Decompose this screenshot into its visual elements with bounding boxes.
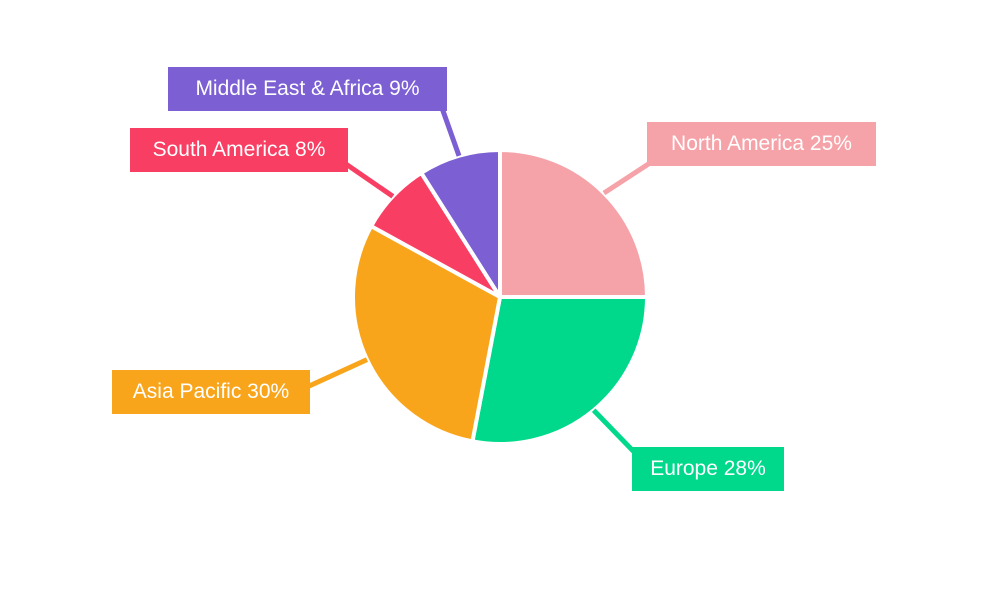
leader-line-south-america bbox=[341, 159, 395, 199]
pie-slice-europe[interactable] bbox=[470, 295, 649, 446]
leader-line-asia-pacific bbox=[305, 357, 369, 390]
pie-slice-north-america[interactable] bbox=[498, 148, 649, 299]
slice-label-middle-east-africa: Middle East & Africa 9% bbox=[168, 67, 447, 111]
leader-line-europe bbox=[591, 408, 640, 458]
slice-label-north-america: North America 25% bbox=[647, 122, 876, 166]
slice-label-asia-pacific: Asia Pacific 30% bbox=[112, 370, 310, 414]
leader-line-north-america bbox=[602, 160, 652, 196]
leader-line-middle-east-africa bbox=[439, 107, 462, 157]
slice-label-europe: Europe 28% bbox=[632, 447, 784, 491]
pie-slice-middle-east-africa[interactable] bbox=[419, 148, 502, 299]
slice-label-south-america: South America 8% bbox=[130, 128, 348, 172]
